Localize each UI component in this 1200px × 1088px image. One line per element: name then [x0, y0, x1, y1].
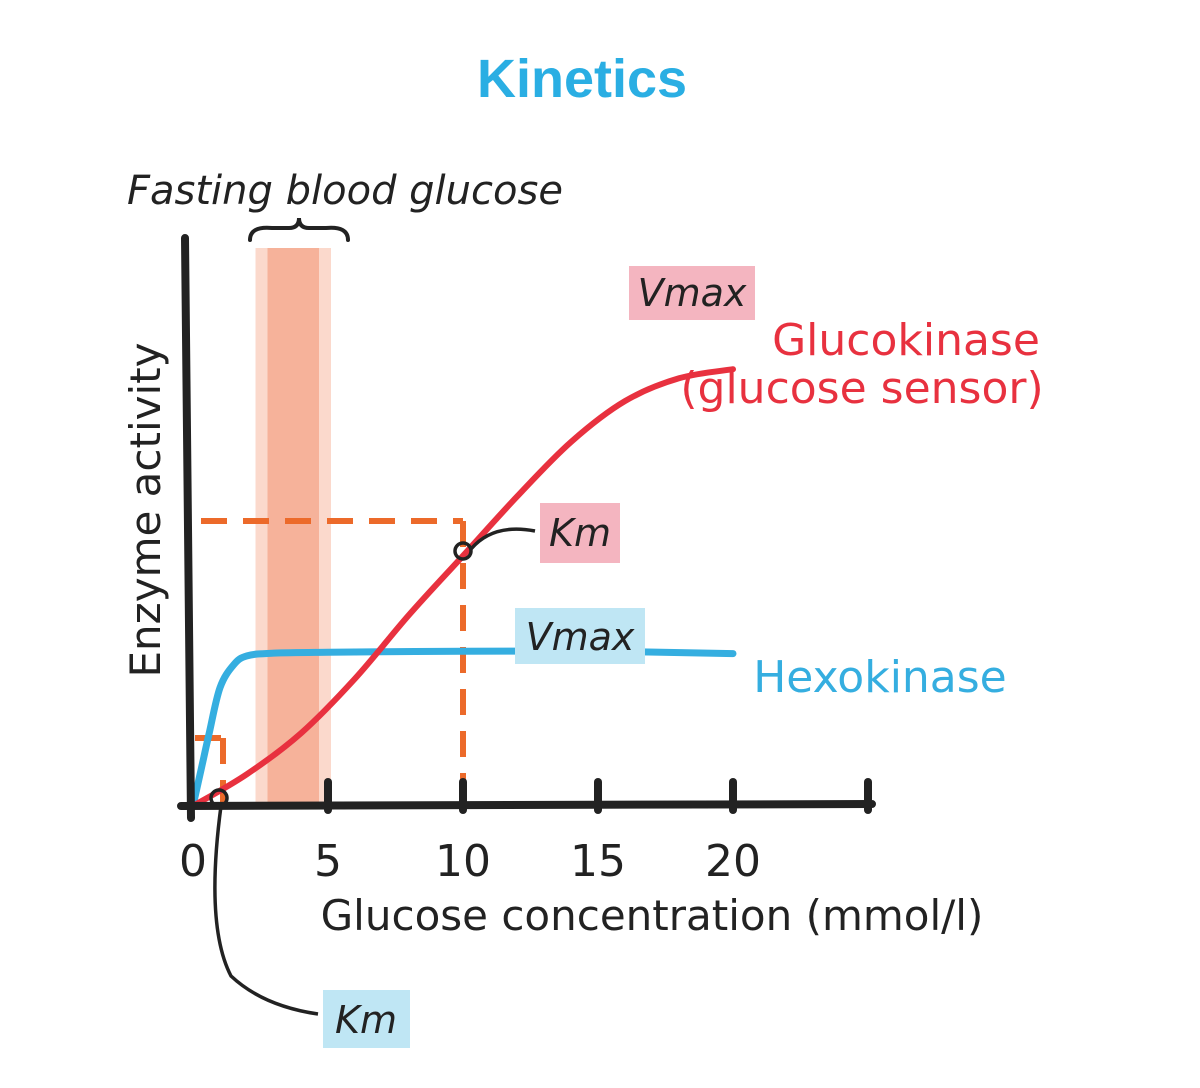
y-axis-label: Enzyme activity	[121, 343, 170, 678]
fasting-band-inner	[267, 248, 319, 806]
glucokinase-vmax-badge	[629, 266, 755, 320]
glucokinase-curve	[190, 366, 736, 809]
glucokinase-vmax-label: Vmax	[638, 271, 747, 315]
x-ticks	[324, 778, 872, 814]
glucokinase-sublabel: (glucose sensor)	[680, 363, 1043, 414]
x-tick-labels: 0 5 10 15 20	[179, 836, 761, 887]
glucokinase-km-label: Km	[549, 511, 611, 555]
fasting-label: Fasting blood glucose	[127, 168, 563, 214]
axes: 0 5 10 15 20	[177, 234, 876, 887]
y-axis-line	[181, 234, 195, 822]
chart-title: Kinetics	[477, 49, 687, 109]
glucokinase-label: Glucokinase	[772, 315, 1040, 366]
x-tick-label: 10	[435, 836, 491, 887]
x-axis-label: Glucose concentration (mmol/l)	[321, 891, 984, 940]
glucokinase-km-pointer	[469, 527, 536, 551]
hexokinase-km-badge	[323, 990, 410, 1048]
hexokinase-km-pointer	[213, 805, 319, 1016]
glucokinase-km-badge	[540, 503, 620, 563]
x-tick-label: 0	[179, 836, 207, 887]
fasting-band	[255, 248, 331, 806]
x-tick-label: 20	[705, 836, 761, 887]
x-tick-label: 15	[570, 836, 626, 887]
fasting-brace	[248, 217, 350, 242]
hexokinase-label: Hexokinase	[753, 652, 1007, 703]
hexokinase-vmax-badge	[515, 608, 645, 664]
hexokinase-vmax-label: Vmax	[526, 615, 635, 659]
hexokinase-km-label: Km	[335, 998, 397, 1042]
glucokinase-km-marker	[453, 541, 473, 561]
x-axis-line	[177, 800, 876, 810]
hexokinase-km-marker	[209, 788, 229, 808]
x-tick-label: 5	[314, 836, 342, 887]
